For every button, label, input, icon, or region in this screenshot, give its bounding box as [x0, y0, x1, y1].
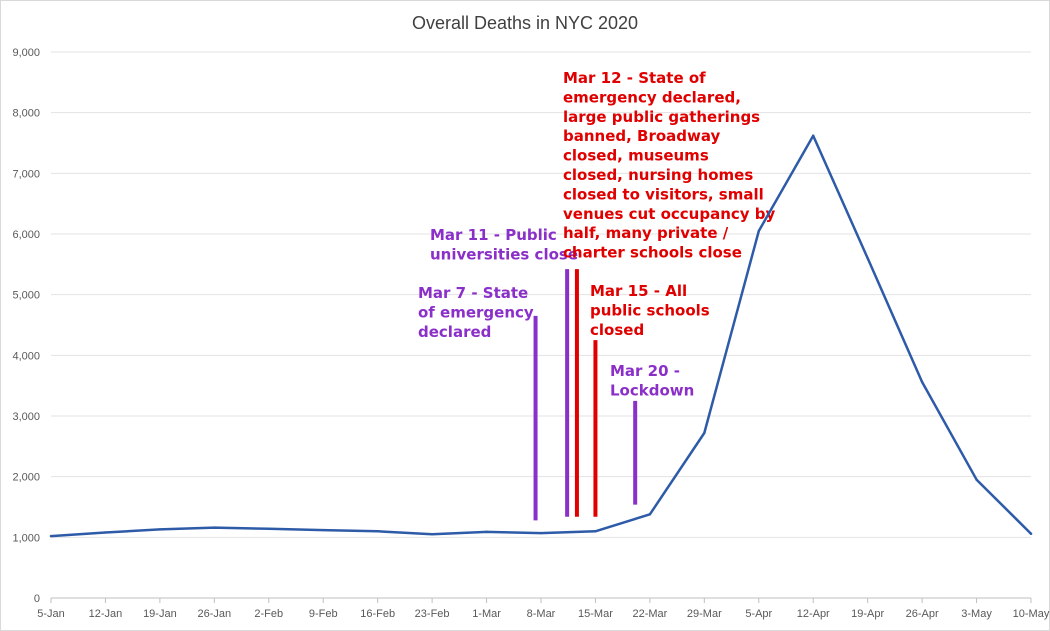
data-point — [975, 478, 978, 481]
y-axis-ticks: 0 1,000 2,000 3,000 4,000 5,000 6,000 7,000 8,00… — [12, 47, 40, 605]
x-tick-label: 15-Mar — [578, 608, 613, 620]
data-point — [322, 528, 325, 532]
annotation-text: Mar 20 -Lockdown — [610, 362, 694, 399]
data-point — [376, 530, 379, 533]
x-tick-label: 2-Feb — [254, 608, 283, 620]
x-tick-label: 29-Mar — [687, 608, 722, 620]
x-axis-ticks: 5-Jan 12-Jan 19-Jan 26-Jan 2-Feb 9-Feb 16-Feb 2… — [37, 598, 1050, 620]
data-point — [430, 533, 434, 536]
data-point — [539, 531, 543, 535]
y-tick-label: 3,000 — [12, 411, 40, 423]
x-tick-label: 26-Jan — [198, 608, 232, 620]
data-point — [267, 527, 270, 531]
annotation-text: Mar 12 - State of emergency declared, larg… — [563, 69, 776, 262]
x-tick-label: 12-Jan — [89, 608, 123, 620]
x-tick-label: 22-Mar — [632, 608, 667, 620]
annotation-text: Mar 11 - Public universities close — [430, 226, 578, 263]
series-layer — [49, 134, 1033, 538]
y-tick-label: 7,000 — [12, 168, 40, 180]
x-tick-label: 9-Feb — [309, 608, 338, 620]
data-point — [920, 380, 924, 384]
data-point — [104, 531, 107, 534]
chart-title: Overall Deaths in NYC 2020 — [412, 13, 638, 33]
series-line — [49, 134, 1033, 538]
data-point — [158, 528, 162, 531]
x-tick-label: 10-May — [1013, 608, 1050, 620]
x-tick-label: 19-Apr — [851, 608, 884, 620]
annotation-text: Mar 7 - State of emergency declared — [418, 284, 534, 341]
gridlines — [51, 51, 1031, 599]
y-tick-label: 9,000 — [12, 47, 40, 59]
x-tick-label: 16-Feb — [360, 608, 395, 620]
x-tick-label: 5-Apr — [745, 608, 772, 620]
y-tick-label: 0 — [34, 593, 40, 605]
x-tick-label: 8-Mar — [527, 608, 556, 620]
x-tick-label: 23-Feb — [415, 608, 450, 620]
x-tick-label: 3-May — [961, 608, 992, 620]
y-tick-label: 6,000 — [12, 229, 40, 241]
data-point — [594, 530, 597, 533]
data-point — [866, 257, 869, 260]
y-tick-label: 2,000 — [12, 472, 40, 484]
data-point — [703, 431, 706, 435]
annotation-text: Mar 15 - All public schools closed — [590, 282, 710, 339]
data-point — [648, 513, 652, 516]
y-tick-label: 4,000 — [12, 350, 40, 362]
x-tick-label: 26-Apr — [906, 608, 939, 620]
y-tick-label: 5,000 — [12, 290, 40, 302]
x-tick-label: 1-Mar — [472, 608, 501, 620]
annotations: Mar 7 - State of emergency declared Mar 11 … — [418, 69, 776, 521]
x-tick-label: 5-Jan — [37, 608, 65, 620]
y-tick-label: 8,000 — [12, 108, 40, 120]
x-tick-label: 19-Jan — [143, 608, 177, 620]
data-point — [757, 229, 760, 233]
data-point — [485, 530, 488, 534]
y-tick-label: 1,000 — [12, 532, 40, 544]
data-point — [213, 526, 216, 529]
data-point — [812, 134, 815, 137]
data-point — [1029, 532, 1033, 535]
x-tick-label: 12-Apr — [797, 608, 830, 620]
data-point — [49, 534, 53, 538]
